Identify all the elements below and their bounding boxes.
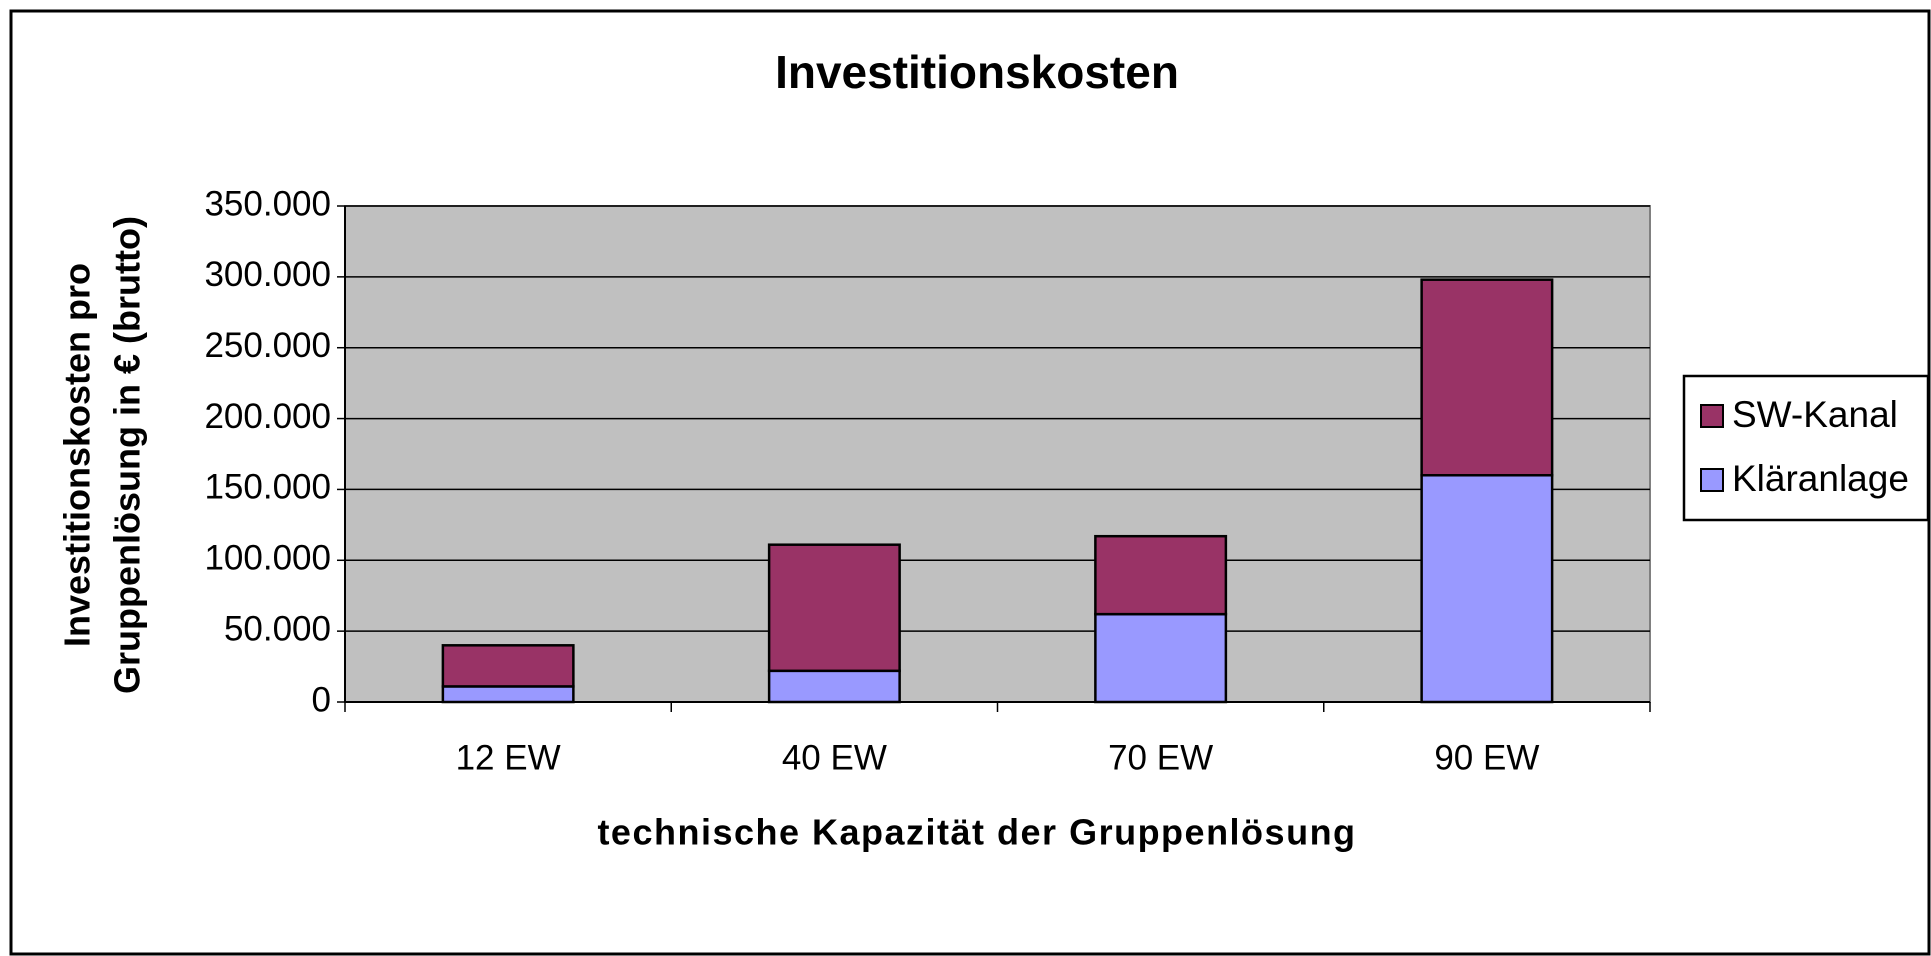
y-axis-title: Investitionskosten pro Gruppenlösung in … bbox=[57, 216, 148, 694]
y-tick-label: 250.000 bbox=[204, 326, 331, 365]
y-tick-label: 200.000 bbox=[204, 397, 331, 436]
y-tick-label: 300.000 bbox=[204, 255, 331, 294]
x-tick-label: 90 EW bbox=[1434, 738, 1539, 777]
chart-title: Investitionskosten bbox=[775, 46, 1179, 98]
bar-segment bbox=[441, 644, 575, 688]
legend-swatch bbox=[1700, 468, 1724, 492]
bar-segment bbox=[1420, 474, 1554, 704]
x-tick-label: 40 EW bbox=[782, 738, 887, 777]
bar-segment bbox=[767, 669, 901, 704]
x-tick-label: 12 EW bbox=[456, 738, 561, 777]
legend-label: Kläranlage bbox=[1732, 458, 1909, 499]
y-tick-label: 100.000 bbox=[204, 539, 331, 578]
y-tick-label: 50.000 bbox=[224, 609, 331, 648]
legend-swatch bbox=[1700, 404, 1724, 428]
legend-box bbox=[1682, 374, 1930, 522]
bar-segment bbox=[1420, 278, 1554, 477]
y-tick-label: 350.000 bbox=[204, 184, 331, 223]
bar-segment bbox=[1094, 612, 1228, 704]
x-tick-label: 70 EW bbox=[1108, 738, 1213, 777]
y-tick-label: 150.000 bbox=[204, 468, 331, 507]
legend-label: SW-Kanal bbox=[1732, 394, 1898, 435]
y-axis-title-line: Gruppenlösung in € (brutto) bbox=[107, 216, 148, 694]
bar-segment bbox=[767, 543, 901, 673]
y-tick-label: 0 bbox=[312, 680, 331, 719]
x-axis-title: technische Kapazität der Gruppenlösung bbox=[597, 812, 1356, 853]
bar-segment bbox=[441, 685, 575, 704]
bar-segment bbox=[1094, 534, 1228, 616]
y-axis-title-line: Investitionskosten pro bbox=[57, 263, 98, 647]
